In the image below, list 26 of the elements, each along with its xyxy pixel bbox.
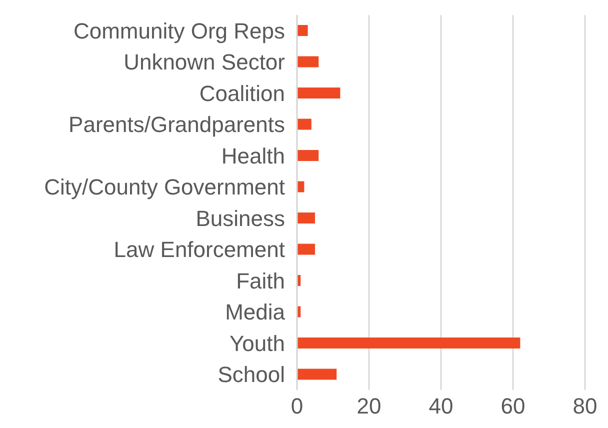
y-tick-label: Media bbox=[225, 300, 286, 325]
x-tick-label: 40 bbox=[428, 394, 454, 419]
y-tick-label: Health bbox=[221, 143, 285, 168]
y-tick-label: Law Enforcement bbox=[114, 237, 285, 262]
y-tick-label: Coalition bbox=[199, 80, 285, 106]
bar bbox=[297, 25, 308, 36]
bar bbox=[297, 212, 315, 224]
bar bbox=[297, 368, 337, 380]
y-tick-label: Parents/Grandparents bbox=[68, 112, 285, 138]
y-tick-label: City/County Government bbox=[44, 174, 285, 200]
bar bbox=[297, 244, 315, 255]
bar bbox=[297, 118, 312, 130]
bar bbox=[297, 56, 319, 68]
x-tick-label: 80 bbox=[572, 394, 598, 419]
y-tick-label: Business bbox=[196, 206, 285, 231]
y-tick-label: School bbox=[218, 362, 285, 388]
y-tick-label: Youth bbox=[230, 330, 285, 356]
y-tick-label: Unknown Sector bbox=[124, 50, 285, 75]
bar bbox=[297, 88, 340, 98]
bar bbox=[297, 338, 520, 348]
y-tick-label: Community Org Reps bbox=[73, 18, 285, 44]
bar bbox=[297, 150, 319, 161]
x-tick-label: 60 bbox=[500, 394, 526, 419]
x-tick-label: 0 bbox=[290, 394, 304, 419]
x-tick-label: 20 bbox=[356, 394, 382, 419]
y-tick-label: Faith bbox=[236, 268, 285, 294]
